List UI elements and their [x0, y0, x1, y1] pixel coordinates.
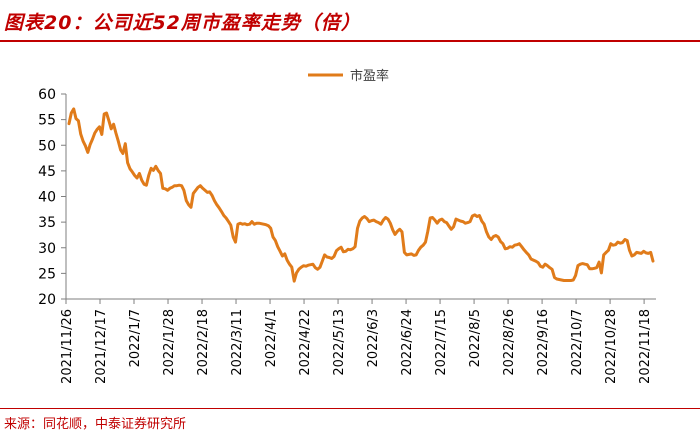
- series-layer: [67, 107, 655, 283]
- y-tick-label: 45: [38, 164, 56, 180]
- series-line-0: [67, 107, 655, 283]
- chart-area: 市盈率 20 25 30 35 40 45 50 55 60 2021/11/26 2021/12…: [0, 44, 700, 408]
- y-tick-label: 25: [38, 266, 56, 282]
- title-rule: [0, 40, 700, 42]
- y-axis: 20 25 30 35 40 45 50 55 60: [38, 87, 67, 308]
- x-tick-label: 2022/6/3: [366, 309, 381, 367]
- source-note: 来源：同花顺，中泰证券研究所: [4, 417, 187, 432]
- x-tick-label: 2022/5/13: [332, 309, 347, 376]
- y-tick-label: 20: [38, 292, 56, 308]
- y-tick-label: 50: [38, 138, 56, 154]
- x-tick-label: 2021/12/17: [94, 309, 109, 384]
- source-rule: [0, 408, 700, 409]
- x-tick-label: 2022/9/16: [536, 309, 551, 376]
- legend-label: 市盈率: [350, 68, 389, 84]
- y-tick-label: 35: [38, 215, 56, 231]
- x-tick-label: 2022/8/5: [468, 309, 483, 367]
- x-tick-label: 2022/8/26: [502, 309, 517, 376]
- y-tick-label: 40: [38, 190, 56, 206]
- x-tick-label: 2022/11/18: [638, 309, 653, 384]
- y-tick-label: 55: [38, 113, 56, 129]
- x-axis: 2021/11/26 2021/12/17 2022/1/7 2022/1/28 202…: [60, 298, 656, 384]
- legend: 市盈率: [308, 68, 389, 84]
- x-tick-label: 2022/2/18: [196, 309, 211, 376]
- pe-line-chart: 市盈率 20 25 30 35 40 45 50 55 60 2021/11/26 2021/12…: [38, 68, 656, 384]
- x-tick-label: 2021/11/26: [60, 309, 75, 384]
- y-tick-label: 30: [38, 241, 56, 257]
- x-tick-label: 2022/7/15: [434, 309, 449, 376]
- x-tick-label: 2022/1/28: [162, 309, 177, 376]
- y-tick-label: 60: [38, 87, 56, 103]
- x-tick-label: 2022/4/22: [298, 309, 313, 376]
- x-tick-label: 2022/10/7: [570, 309, 585, 376]
- x-tick-label: 2022/1/7: [128, 309, 143, 367]
- title-bar: 图表20：公司近52周市盈率走势（倍）: [0, 0, 700, 44]
- x-tick-label: 2022/6/24: [400, 309, 415, 376]
- x-tick-label: 2022/10/28: [604, 309, 619, 384]
- x-tick-label: 2022/4/1: [264, 309, 279, 367]
- page-title: 图表20：公司近52周市盈率走势（倍）: [4, 12, 361, 34]
- x-tick-label: 2022/3/11: [230, 309, 245, 376]
